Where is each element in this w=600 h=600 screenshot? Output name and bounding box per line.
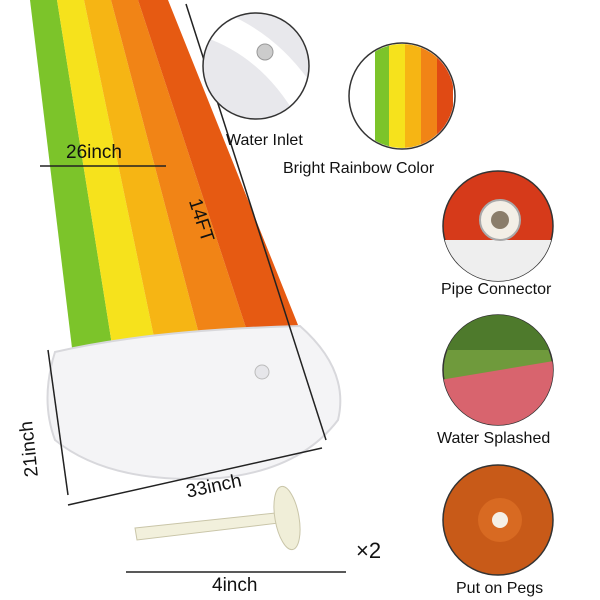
feature-rainbow-image: [348, 42, 456, 150]
feature-label-pegs: Put on Pegs: [456, 580, 544, 597]
feature-water-inlet-image: [202, 12, 310, 120]
feature-pegs-image: [442, 464, 554, 576]
feature-label-pipe-connector: Pipe Connector: [441, 281, 552, 298]
stripe-yellow: [57, 0, 155, 345]
rainbow-slide: [30, 0, 342, 480]
feature-label-water-splashed: Water Splashed: [437, 430, 551, 447]
feature-label-water-inlet: Water Inlet: [226, 132, 303, 149]
feature-water-splashed-image: [442, 314, 554, 426]
stripe-amber: [84, 0, 200, 342]
width-dimension-label: 26inch: [66, 142, 122, 163]
ground-peg: [134, 485, 301, 551]
feature-label-rainbow: Bright Rainbow Color: [283, 160, 435, 177]
feature-pipe-connector-image: [442, 170, 554, 282]
peg-quantity-label: ×2: [356, 538, 382, 563]
stripe-green: [30, 0, 112, 348]
peg-length-dimension-label: 4inch: [212, 575, 258, 596]
stripe-red: [138, 0, 300, 334]
stripe-orange: [111, 0, 248, 338]
